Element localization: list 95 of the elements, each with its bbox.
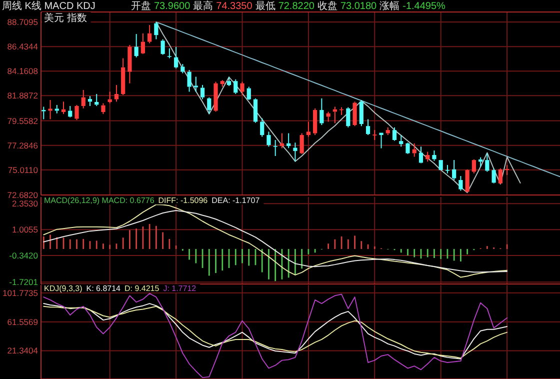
y-tick-label: 75.0110 (8, 164, 38, 175)
candlestick (68, 105, 72, 117)
series-label: K: 6.8714 (86, 284, 122, 293)
candlestick (492, 168, 496, 183)
candlestick (88, 96, 92, 106)
candlestick (273, 139, 278, 156)
candlestick (174, 46, 178, 69)
candlestick (134, 34, 138, 58)
y-tick-label: 2.3530 (12, 198, 38, 209)
text: 涨幅 (380, 0, 400, 12)
candlestick (187, 70, 192, 92)
chart-title: MACD(26,12,9) MACD: 0.6776 (44, 196, 155, 205)
candlestick (54, 104, 59, 114)
text: 收盘 (317, 0, 338, 12)
candlestick (352, 101, 357, 127)
y-tick-label: -1.7201 (9, 277, 38, 288)
series-label: J: 1.7712 (163, 284, 197, 293)
candlestick (94, 94, 99, 106)
candlestick (432, 150, 436, 162)
line-series (43, 292, 508, 378)
chart-title: 美元 指数 (44, 12, 87, 24)
candlestick (226, 76, 232, 87)
text: 74.3350 (216, 1, 253, 12)
candlestick (128, 44, 132, 84)
line-series (156, 22, 521, 194)
candlestick (498, 168, 502, 184)
candlestick (280, 132, 284, 149)
candlestick (418, 146, 424, 163)
chart-title: KDJ(9,3,3) (44, 284, 83, 293)
candlestick (200, 84, 205, 100)
candlestick (372, 130, 377, 140)
candlestick (485, 152, 490, 172)
candlestick (194, 76, 198, 92)
y-tick-label: 84.1608 (7, 66, 38, 76)
y-tick-label: 81.8872 (7, 90, 38, 101)
candlestick (359, 100, 364, 127)
candlestick (42, 106, 46, 120)
candlestick (399, 134, 404, 148)
candlestick (74, 104, 79, 121)
candlestick (61, 101, 66, 114)
candlestick (234, 78, 238, 95)
text: 最低 (255, 1, 276, 12)
y-tick-label: 88.7095 (7, 17, 38, 28)
candlestick (214, 81, 218, 112)
candlestick (180, 64, 185, 74)
series-label: D: 9.4215 (124, 284, 160, 293)
candlestick (472, 160, 476, 174)
candlestick (346, 106, 350, 128)
candlestick (154, 22, 158, 40)
line-series (156, 22, 560, 178)
candlestick (167, 48, 172, 59)
candlestick (114, 84, 119, 102)
candlestick (320, 98, 324, 126)
text: 周线 K线 MACD KDJ (2, 0, 96, 12)
y-tick-label: 61.5569 (7, 316, 38, 327)
series-label: DEA: -1.1707 (212, 196, 260, 205)
text: 开盘 (131, 0, 151, 12)
candlestick (306, 121, 310, 138)
candlestick (366, 118, 370, 136)
candlestick (207, 96, 212, 114)
candlestick (266, 131, 271, 148)
candlestick (293, 142, 298, 162)
text: 73.0180 (340, 1, 378, 12)
y-tick-label: 79.5582 (7, 116, 38, 126)
candlestick (426, 151, 430, 162)
y-tick-label: 1.0055 (12, 224, 38, 235)
candlestick (121, 58, 126, 96)
candlestick (48, 100, 52, 120)
candlestick (108, 91, 112, 104)
candlestick (379, 132, 384, 149)
candlestick (148, 24, 152, 44)
candlestick (412, 142, 416, 158)
candlestick (81, 90, 86, 109)
y-tick-label: -0.3420 (9, 250, 38, 261)
candlestick (458, 176, 463, 192)
candlestick (101, 102, 106, 114)
y-tick-label: 72.6820 (7, 190, 38, 200)
text: 最高 (193, 0, 214, 12)
candlestick (140, 32, 145, 54)
y-tick-label: 77.2846 (7, 140, 38, 150)
candlestick (452, 160, 456, 181)
candlestick (240, 81, 244, 96)
y-tick-label: 86.4344 (7, 42, 38, 52)
candlestick (406, 143, 410, 155)
text: 73.9600 (154, 1, 191, 12)
candlestick (220, 80, 224, 88)
text: -1.4495% (402, 1, 446, 12)
y-tick-label: 101.7735 (2, 288, 38, 298)
candlestick (445, 164, 450, 174)
series-label: DIFF: -1.5096 (158, 196, 208, 205)
text: 72.8220 (278, 1, 315, 12)
y-tick-label: 21.3404 (7, 346, 38, 356)
candlestick (253, 98, 258, 124)
candlestick (286, 132, 291, 149)
candlestick (313, 108, 318, 136)
